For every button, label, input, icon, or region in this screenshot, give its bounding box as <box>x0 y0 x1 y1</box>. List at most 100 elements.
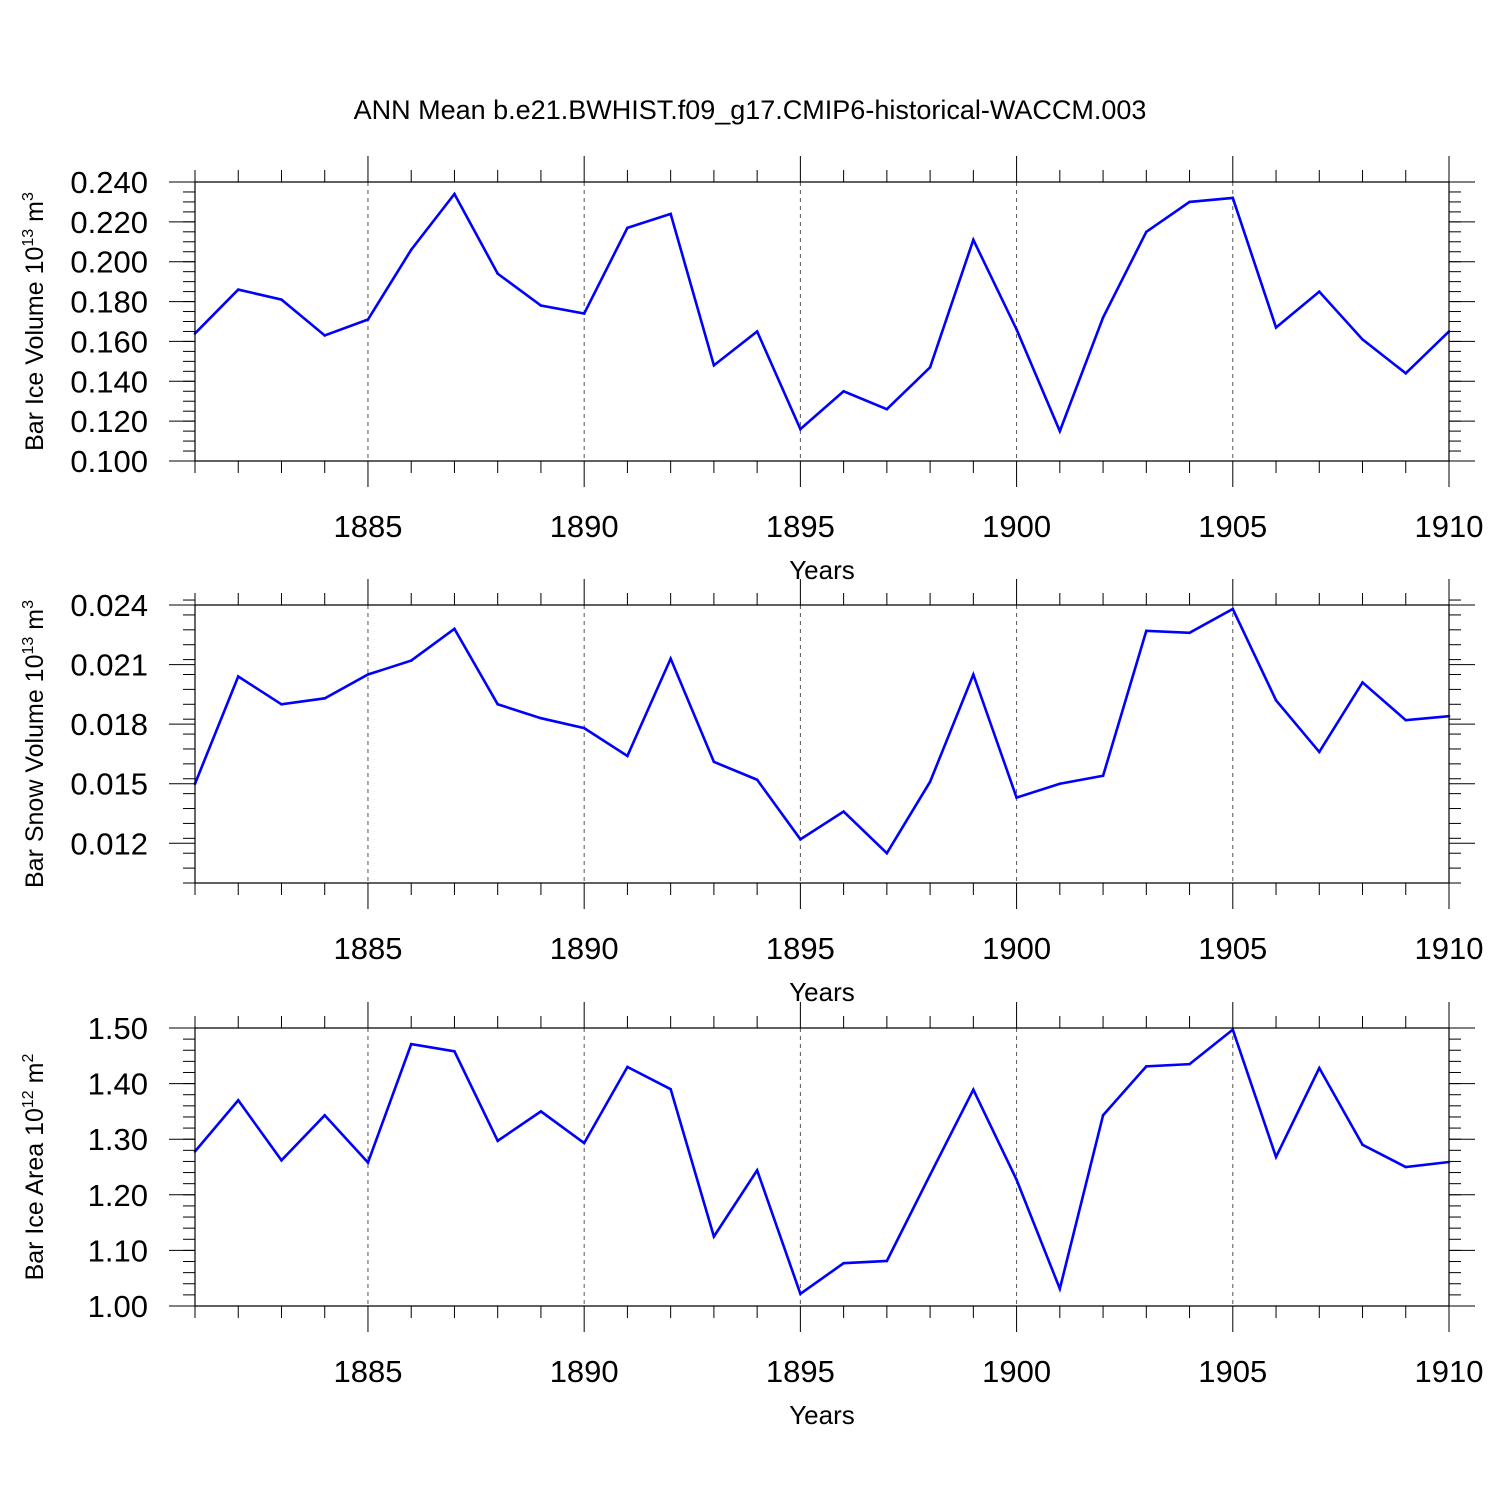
y-tick-label: 0.024 <box>70 588 148 623</box>
x-tick-label: 1900 <box>982 1354 1051 1389</box>
data-point <box>755 1169 759 1172</box>
data-point <box>1404 718 1408 722</box>
data-point <box>1274 699 1278 702</box>
data-point <box>842 1261 845 1265</box>
data-point <box>539 716 543 720</box>
data-point <box>1361 681 1364 684</box>
y-tick-label: 1.30 <box>88 1122 148 1157</box>
data-point <box>885 851 889 855</box>
y-tick-label: 0.021 <box>70 648 148 683</box>
data-point <box>885 407 889 411</box>
x-tick-label: 1905 <box>1198 509 1267 544</box>
data-point <box>236 675 240 678</box>
y-tick-label: 0.100 <box>70 444 148 479</box>
data-point <box>366 318 370 321</box>
y-tick-label: 1.10 <box>88 1233 148 1268</box>
y-tick-label: 1.00 <box>88 1289 148 1324</box>
data-point <box>1188 200 1191 204</box>
data-point <box>1145 629 1148 633</box>
data-point <box>972 238 975 242</box>
x-tick-label: 1910 <box>1415 509 1484 544</box>
data-point <box>496 272 499 275</box>
data-point <box>972 673 975 676</box>
chart-panel-1: 1885 1890 1895 1900 1905 1910 Years 0.100 0.120 0… <box>20 156 1483 585</box>
data-point <box>1101 774 1105 778</box>
data-point <box>1015 328 1018 331</box>
data-point <box>1361 1143 1364 1147</box>
data-point <box>582 1141 586 1145</box>
y-tick-label: 1.20 <box>88 1178 148 1213</box>
y-axis-label-exponent: 13 <box>20 229 37 247</box>
y-tick-label: 0.015 <box>70 767 148 802</box>
x-tick-label: 1885 <box>333 1354 402 1389</box>
data-point <box>712 364 716 367</box>
x-tick-label: 1890 <box>550 931 619 966</box>
data-point <box>842 389 845 393</box>
data-point <box>409 248 413 252</box>
data-point <box>1188 631 1191 635</box>
y-axis-label-unit: m <box>21 201 49 222</box>
y-axis-label-unit-exponent: 3 <box>20 600 37 609</box>
data-series-line <box>194 1027 1450 1296</box>
data-point <box>1145 230 1148 234</box>
data-point <box>1015 796 1018 799</box>
data-point <box>366 673 370 676</box>
y-tick-label: 0.200 <box>70 245 148 280</box>
data-point <box>1317 750 1321 754</box>
data-point <box>1101 316 1105 319</box>
data-point <box>539 304 543 307</box>
data-point <box>366 1161 370 1164</box>
data-point <box>1361 338 1364 341</box>
data-point <box>1274 1155 1278 1159</box>
data-point <box>1058 782 1062 786</box>
x-axis-label: Years <box>789 977 855 1007</box>
y-tick-label: 1.40 <box>88 1067 148 1102</box>
data-series-line <box>194 191 1450 435</box>
y-axis-label-text: Bar Snow Volume 10 <box>21 655 49 888</box>
x-tick-label: 1895 <box>766 931 835 966</box>
data-point <box>626 226 629 230</box>
data-point <box>453 1050 456 1053</box>
x-axis-label: Years <box>789 555 855 585</box>
x-tick-label: 1890 <box>550 509 619 544</box>
data-point <box>280 1159 283 1162</box>
data-point <box>496 1139 499 1143</box>
y-axis-label-text: Bar Ice Area 10 <box>21 1108 49 1280</box>
data-point <box>1231 607 1235 611</box>
y-axis-label: Bar Snow Volume 1013 m3 <box>20 600 49 888</box>
y-tick-label: 0.018 <box>70 707 148 742</box>
data-point <box>323 1113 327 1117</box>
data-point <box>236 1098 240 1102</box>
data-series-line <box>193 607 1450 856</box>
y-axis-label-unit-exponent: 3 <box>20 192 37 201</box>
y-axis-label: Bar Ice Area 1012 m2 <box>20 1053 49 1280</box>
data-point <box>1058 1287 1062 1291</box>
y-axis-label-unit: m <box>21 1062 49 1083</box>
x-tick-label: 1895 <box>766 509 835 544</box>
data-point <box>799 427 802 431</box>
data-point <box>409 659 413 662</box>
x-axis-label: Years <box>789 1400 855 1430</box>
y-axis-label-unit-exponent: 2 <box>20 1053 37 1062</box>
data-point <box>799 1292 802 1296</box>
data-point <box>1188 1062 1191 1066</box>
y-tick-label: 0.160 <box>70 324 148 359</box>
data-point <box>885 1259 889 1263</box>
y-axis-label-exponent: 12 <box>20 1090 37 1108</box>
chart-title: ANN Mean b.e21.BWHIST.f09_g17.CMIP6-hist… <box>354 95 1147 125</box>
x-tick-label: 1905 <box>1198 1354 1267 1389</box>
data-point <box>1058 429 1062 433</box>
data-point <box>842 810 845 813</box>
y-tick-label: 0.220 <box>70 205 148 240</box>
x-tick-label: 1900 <box>982 931 1051 966</box>
data-point <box>323 697 327 700</box>
data-point <box>1231 1028 1235 1031</box>
data-point <box>582 726 586 730</box>
x-tick-label: 1890 <box>550 1354 619 1389</box>
data-point <box>323 334 327 337</box>
data-point <box>1274 326 1278 329</box>
y-tick-label: 0.120 <box>70 404 148 439</box>
data-point <box>453 192 456 196</box>
x-tick-label: 1910 <box>1415 931 1484 966</box>
